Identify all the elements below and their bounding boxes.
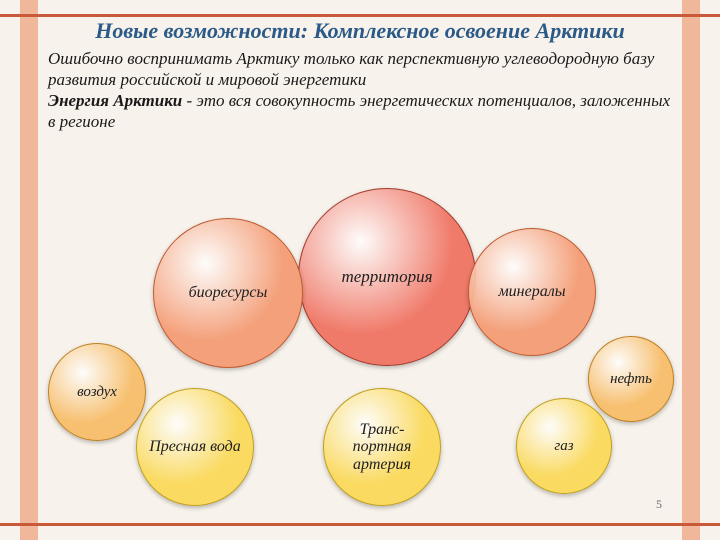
slide: Новые возможности: Комплексное освоение …: [0, 0, 720, 540]
bubble-minerals: минералы: [468, 228, 596, 356]
side-bar-right: [682, 0, 700, 540]
slide-title: Новые возможности: Комплексное освоение …: [48, 18, 672, 43]
bubble-oil: нефть: [588, 336, 674, 422]
body-line2-bold: Энергия Арктики: [48, 91, 182, 110]
rule-top: [0, 14, 720, 17]
body-line1: Ошибочно воспринимать Арктику только как…: [48, 49, 654, 89]
bubble-bio: биоресурсы: [153, 218, 303, 368]
bubble-transport: Транс- портная артерия: [323, 388, 441, 506]
side-bar-left: [20, 0, 38, 540]
bubble-air: воздух: [48, 343, 146, 441]
content-area: Новые возможности: Комплексное освоение …: [48, 18, 672, 522]
bubble-freshwater: Пресная вода: [136, 388, 254, 506]
bubble-territory: территория: [298, 188, 476, 366]
bubble-gas: газ: [516, 398, 612, 494]
page-number: 5: [656, 497, 662, 512]
rule-bottom: [0, 523, 720, 526]
slide-body: Ошибочно воспринимать Арктику только как…: [48, 49, 672, 132]
bubble-diagram: территориябиоресурсы минералы воздух нефть П…: [48, 188, 672, 508]
